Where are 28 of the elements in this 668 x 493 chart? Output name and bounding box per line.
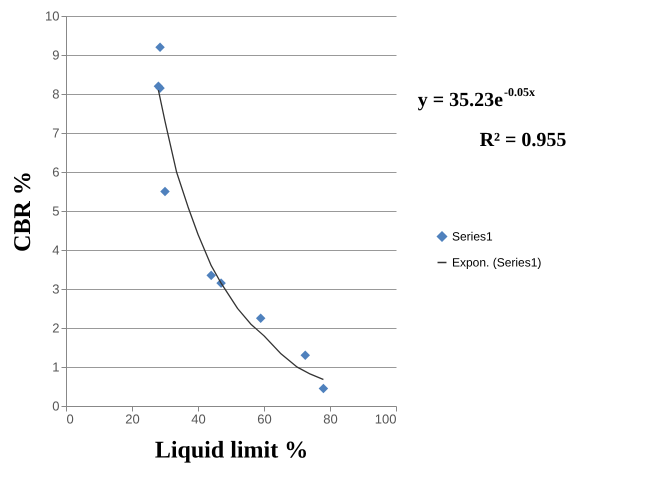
point bbox=[300, 350, 310, 360]
y-tick-label: 6 bbox=[52, 164, 60, 180]
y-tick-label: 4 bbox=[52, 242, 60, 258]
y-tick-label: 8 bbox=[52, 86, 60, 102]
x-tick-label: 40 bbox=[191, 412, 206, 426]
y-tick-label: 3 bbox=[52, 282, 60, 296]
x-tick-label: 100 bbox=[374, 412, 396, 426]
y-tick-label: 10 bbox=[45, 8, 60, 24]
y-tick-label: 2 bbox=[52, 320, 60, 336]
x-tick-label: 60 bbox=[257, 412, 272, 426]
y-axis-title: CBR % bbox=[10, 171, 36, 252]
y-tick-label: 0 bbox=[52, 398, 60, 414]
y-tick-label: 1 bbox=[52, 360, 60, 374]
point bbox=[318, 384, 328, 394]
legend-label: Series1 bbox=[452, 230, 494, 244]
y-tick-label: 7 bbox=[52, 126, 60, 140]
x-tick-label: 0 bbox=[66, 412, 74, 426]
point bbox=[160, 186, 170, 196]
point bbox=[256, 314, 266, 323]
x-axis-title: Liquid limit % bbox=[154, 438, 308, 464]
y-tick-label: 9 bbox=[52, 48, 60, 62]
legend-label: Expon. (Series1) bbox=[452, 256, 542, 270]
y-tick-label: 5 bbox=[52, 204, 60, 218]
x-tick-label: 80 bbox=[323, 412, 338, 426]
point bbox=[155, 42, 165, 52]
point bbox=[206, 270, 216, 280]
x-tick-label: 20 bbox=[125, 412, 140, 426]
text: R² = 0.955 bbox=[480, 129, 566, 151]
